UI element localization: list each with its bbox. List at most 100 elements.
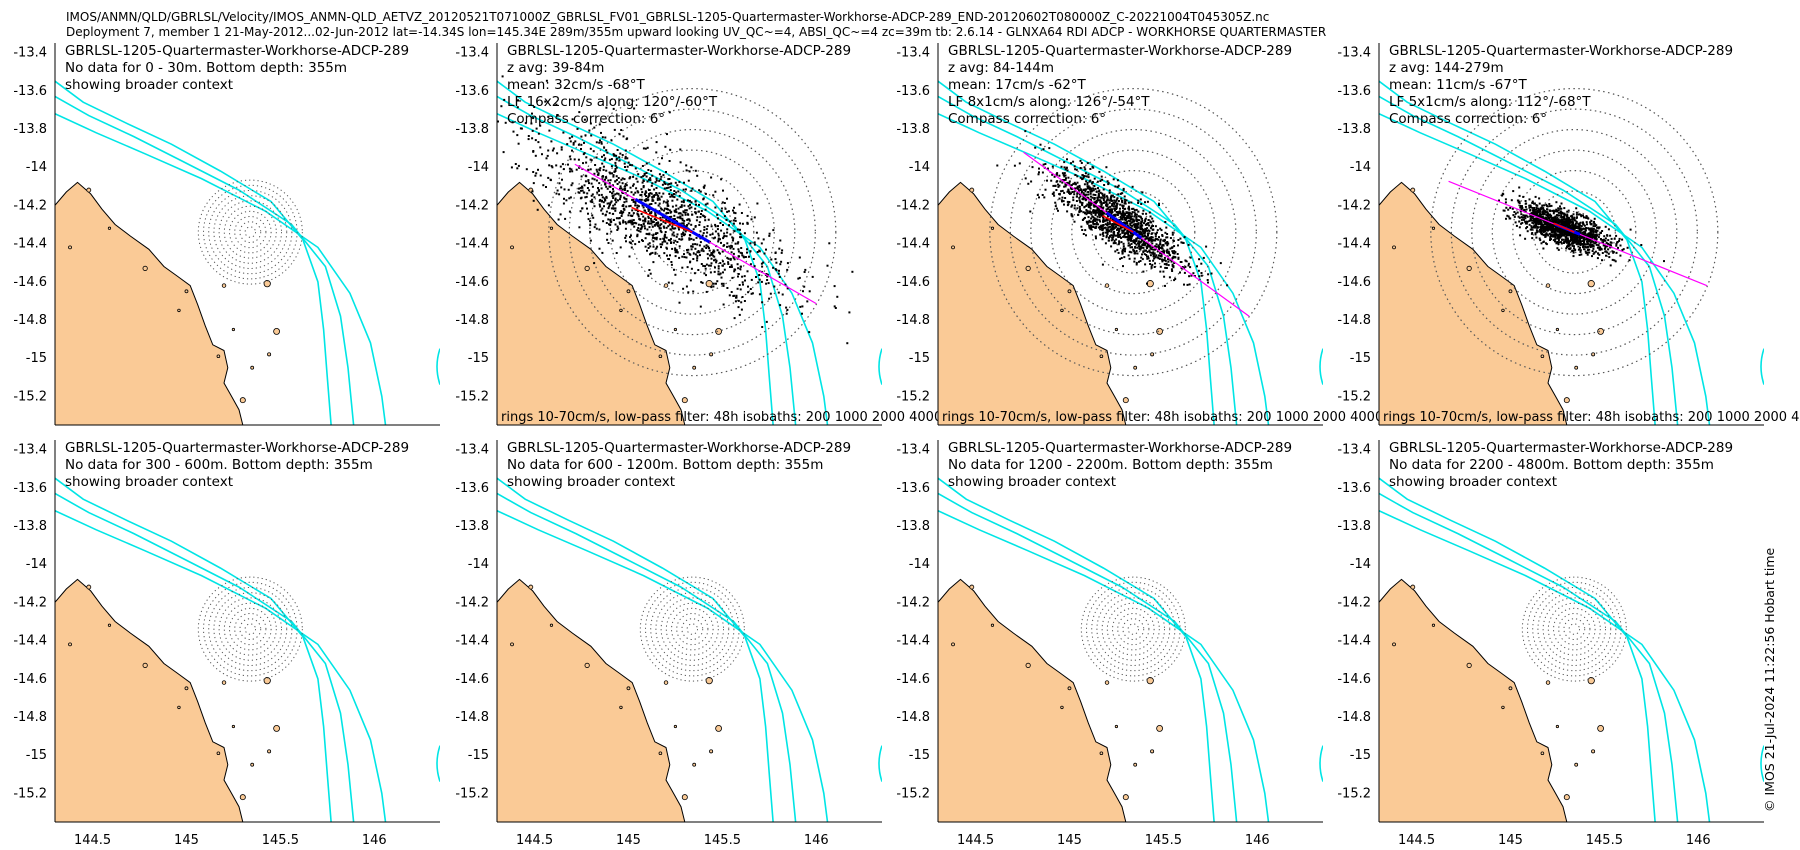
velocity-point [1137, 202, 1140, 204]
velocity-point [1060, 165, 1063, 168]
velocity-point [638, 218, 641, 221]
velocity-point [1522, 195, 1525, 198]
velocity-point [1557, 220, 1560, 223]
velocity-point [1059, 180, 1062, 183]
velocity-point [644, 209, 646, 212]
velocity-point [1094, 235, 1097, 238]
velocity-point [628, 212, 631, 214]
context-ring [239, 618, 262, 640]
velocity-point [1594, 236, 1597, 239]
velocity-point [648, 178, 650, 181]
velocity-point [732, 222, 735, 225]
velocity-point [696, 257, 699, 260]
isobath-1000 [497, 95, 797, 425]
velocity-point [765, 282, 768, 285]
velocity-point [616, 229, 619, 231]
velocity-point [1096, 197, 1099, 200]
velocity-point [1103, 220, 1106, 223]
velocity-point [1080, 162, 1083, 164]
velocity-point [1588, 238, 1591, 241]
velocity-point [1557, 211, 1560, 214]
velocity-point [1148, 230, 1151, 233]
velocity-point [690, 166, 693, 169]
velocity-point [704, 203, 707, 206]
velocity-point [1093, 209, 1096, 212]
velocity-point [747, 285, 749, 288]
x-tick-label: 146 [362, 833, 387, 848]
velocity-point [629, 221, 631, 224]
velocity-point [534, 174, 537, 177]
velocity-point [1134, 214, 1137, 216]
velocity-point [1566, 237, 1569, 240]
velocity-point [1131, 246, 1133, 249]
velocity-point [571, 182, 574, 185]
velocity-point [644, 245, 647, 248]
velocity-point [583, 184, 586, 187]
velocity-point [1137, 215, 1140, 218]
velocity-point [769, 292, 772, 295]
panel-1: -13.4-13.6-13.8-14-14.2-14.4-14.6-14.8-1… [13, 43, 440, 426]
velocity-point [1544, 210, 1547, 213]
panel-title: GBRLSL-1205-Quartermaster-Workhorse-ADCP… [1389, 440, 1733, 456]
velocity-point [1580, 243, 1583, 245]
velocity-point [1087, 216, 1090, 219]
velocity-point [1093, 177, 1096, 180]
island [1501, 308, 1505, 313]
velocity-point [669, 239, 672, 242]
velocity-point [651, 236, 654, 239]
context-ring [1542, 597, 1607, 661]
velocity-point [1180, 267, 1183, 269]
velocity-point [1099, 211, 1102, 214]
velocity-point [1592, 252, 1595, 255]
velocity-point [756, 251, 759, 253]
velocity-point [1121, 192, 1124, 195]
velocity-point [1090, 228, 1093, 231]
velocity-point [1102, 227, 1105, 230]
context-ring [665, 602, 719, 656]
velocity-point [1100, 205, 1102, 208]
velocity-point [1159, 270, 1162, 273]
velocity-point [1579, 235, 1582, 238]
deployment-subtitle: Deployment 7, member 1 21-May-2012...02-… [66, 25, 1327, 39]
velocity-point [1088, 219, 1091, 222]
velocity-point [1111, 222, 1114, 225]
y-tick-label: -14.4 [896, 634, 930, 649]
velocity-point [612, 188, 614, 190]
velocity-point [1119, 203, 1122, 206]
velocity-point [1106, 228, 1109, 231]
island [1545, 283, 1551, 288]
velocity-point [1060, 190, 1063, 193]
velocity-point [674, 273, 677, 276]
velocity-point [836, 295, 839, 298]
velocity-point [702, 250, 705, 253]
velocity-point [1502, 209, 1505, 212]
island [1146, 677, 1154, 685]
velocity-point [660, 195, 663, 198]
velocity-point [663, 226, 666, 229]
velocity-point [655, 222, 658, 224]
velocity-point [590, 159, 593, 162]
velocity-point [1092, 209, 1095, 212]
velocity-point [1569, 227, 1572, 230]
velocity-point [703, 184, 706, 187]
velocity-point [588, 189, 591, 192]
velocity-point [664, 231, 667, 233]
velocity-point [706, 253, 709, 256]
speed-ring [1091, 190, 1175, 274]
velocity-point [1619, 254, 1622, 257]
velocity-point [1525, 214, 1528, 217]
velocity-point [1640, 244, 1643, 246]
velocity-point [1553, 225, 1556, 228]
velocity-point [808, 331, 811, 334]
velocity-point [672, 231, 675, 234]
velocity-point [1087, 204, 1090, 206]
velocity-point [536, 208, 539, 211]
velocity-point [1075, 200, 1078, 202]
isobath-1000 [1379, 492, 1679, 822]
velocity-point [1125, 232, 1127, 235]
velocity-point [1582, 244, 1585, 247]
island [1114, 724, 1119, 729]
velocity-point [1115, 225, 1117, 228]
velocity-point [1538, 202, 1541, 205]
velocity-point [616, 183, 619, 185]
